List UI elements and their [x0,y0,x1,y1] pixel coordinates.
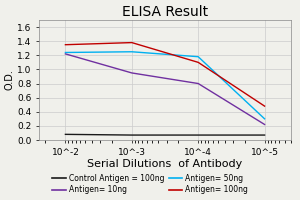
Antigen= 100ng [130,41,134,44]
Control Antigen = 100ng [196,134,200,136]
Antigen= 10ng [263,123,266,126]
Line: Antigen= 50ng: Antigen= 50ng [65,52,265,119]
Line: Antigen= 100ng: Antigen= 100ng [65,43,265,106]
Line: Control Antigen = 100ng: Control Antigen = 100ng [65,134,265,135]
Legend: Control Antigen = 100ng, Antigen= 10ng, Antigen= 50ng, Antigen= 100ng: Control Antigen = 100ng, Antigen= 10ng, … [52,174,247,194]
Antigen= 10ng [64,53,67,55]
Antigen= 10ng [196,82,200,85]
Line: Antigen= 10ng: Antigen= 10ng [65,54,265,124]
X-axis label: Serial Dilutions  of Antibody: Serial Dilutions of Antibody [87,159,243,169]
Antigen= 50ng [263,118,266,120]
Antigen= 50ng [196,56,200,58]
Antigen= 100ng [196,61,200,64]
Antigen= 50ng [64,51,67,54]
Title: ELISA Result: ELISA Result [122,5,208,19]
Control Antigen = 100ng [64,133,67,136]
Antigen= 10ng [130,72,134,74]
Control Antigen = 100ng [130,134,134,136]
Antigen= 100ng [263,105,266,107]
Antigen= 100ng [64,44,67,46]
Y-axis label: O.D.: O.D. [4,70,14,90]
Control Antigen = 100ng [263,134,266,136]
Antigen= 50ng [130,51,134,53]
